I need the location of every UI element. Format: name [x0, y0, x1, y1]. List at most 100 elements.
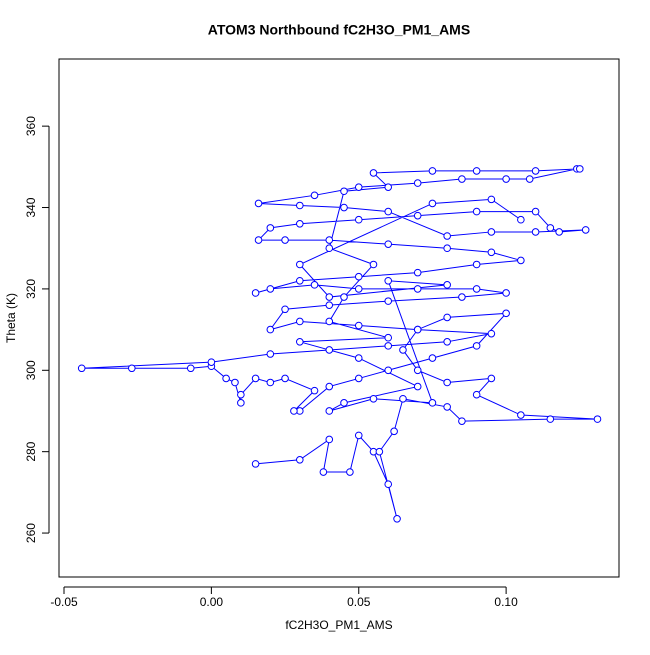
data-point — [325, 346, 334, 354]
data-point — [443, 338, 451, 346]
data-point — [296, 276, 304, 285]
data-point — [340, 203, 348, 212]
data-point — [531, 167, 540, 175]
data-point — [237, 399, 245, 407]
x-tick-label: 0.00 — [200, 595, 224, 609]
data-point — [77, 364, 86, 373]
data-point — [296, 260, 304, 269]
data-point — [384, 183, 393, 191]
y-tick-label: 340 — [24, 197, 38, 217]
data-point — [517, 411, 525, 419]
data-point — [443, 232, 451, 240]
data-point — [128, 364, 136, 373]
data-point — [354, 354, 363, 362]
data-point — [487, 329, 496, 338]
data-point — [340, 187, 348, 196]
data-point — [325, 236, 334, 244]
data-point — [281, 236, 289, 244]
data-point — [413, 325, 422, 334]
data-point — [413, 179, 422, 187]
data-point — [354, 374, 363, 383]
data-point — [517, 215, 525, 224]
data-point — [237, 390, 245, 399]
y-tick-label: 300 — [24, 360, 38, 380]
data-point — [393, 515, 401, 523]
plot-frame — [58, 58, 620, 578]
data-point — [472, 342, 481, 350]
y-axis-label: Theta (K) — [4, 293, 18, 343]
data-point — [443, 403, 451, 411]
data-point — [369, 260, 378, 269]
data-point — [325, 244, 334, 253]
data-point — [472, 285, 481, 293]
data-point — [472, 167, 481, 175]
data-point — [576, 165, 584, 173]
data-point — [531, 228, 540, 236]
data-point — [428, 399, 437, 407]
data-point — [487, 248, 496, 257]
data-point — [319, 468, 328, 476]
data-point — [222, 374, 230, 383]
data-point — [384, 240, 393, 248]
data-point — [231, 378, 239, 387]
data-point — [443, 244, 451, 253]
data-point — [384, 276, 393, 285]
data-point — [354, 321, 363, 330]
data-point — [458, 175, 466, 183]
data-point — [251, 289, 260, 297]
data-point — [384, 366, 393, 375]
data-point — [546, 415, 555, 423]
data-point — [390, 427, 398, 436]
data-point — [384, 297, 393, 305]
data-point — [472, 207, 481, 216]
data-point — [502, 289, 510, 297]
data-point — [443, 281, 451, 289]
data-point — [413, 285, 422, 293]
data-point — [413, 268, 422, 277]
data-point — [384, 333, 393, 342]
data-point — [384, 342, 393, 350]
data-point — [375, 447, 384, 456]
data-point — [384, 207, 393, 216]
data-point — [487, 228, 496, 236]
data-point — [487, 374, 496, 383]
data-point — [266, 285, 275, 293]
x-tick-label: 0.10 — [494, 595, 518, 609]
data-point — [428, 354, 437, 362]
x-tick-label: -0.05 — [50, 595, 78, 609]
data-point — [399, 394, 407, 403]
data-point — [325, 435, 334, 444]
data-point — [254, 199, 263, 208]
data-point — [281, 305, 289, 314]
data-point — [458, 293, 466, 301]
data-point — [296, 456, 304, 464]
y-tick-label: 260 — [24, 523, 38, 543]
data-point — [296, 219, 304, 228]
data-point — [354, 285, 363, 293]
data-point — [525, 175, 534, 183]
data-point — [310, 386, 319, 395]
data-point — [428, 167, 437, 175]
data-point — [413, 211, 422, 220]
data-point — [296, 338, 304, 346]
data-point — [354, 431, 363, 440]
data-point — [502, 309, 510, 318]
data-point — [555, 228, 563, 236]
data-point — [443, 378, 451, 387]
data-point — [251, 374, 260, 383]
data-point — [346, 468, 354, 476]
data-point — [325, 407, 334, 415]
data-point — [531, 207, 540, 216]
data-point — [266, 325, 275, 334]
x-tick-label: 0.05 — [347, 595, 371, 609]
data-point — [290, 407, 298, 415]
data-point — [266, 350, 275, 358]
y-tick-label: 360 — [24, 116, 38, 136]
data-point — [593, 415, 602, 423]
data-point — [325, 317, 334, 326]
data-point — [325, 301, 334, 309]
data-point — [581, 226, 590, 234]
data-point — [296, 201, 304, 210]
data-point — [428, 199, 437, 208]
